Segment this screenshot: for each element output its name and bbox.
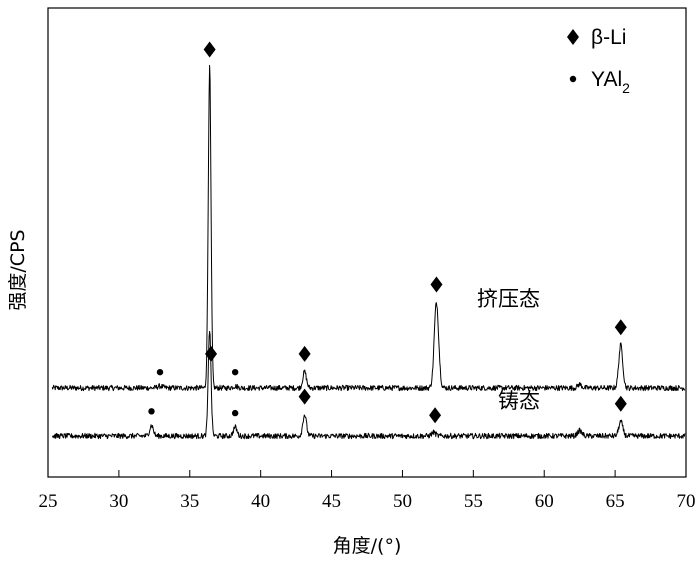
x-tick-label: 30: [109, 491, 128, 512]
series-label-cast: 铸态: [498, 389, 540, 413]
legend-label: YAl2: [591, 68, 630, 96]
yal2-marker: [231, 409, 239, 417]
beta-li-marker: [430, 276, 443, 293]
traces: [51, 64, 686, 440]
x-tick-label: 45: [322, 491, 341, 512]
yal2-marker: [156, 368, 164, 376]
x-tick-label: 70: [677, 491, 696, 512]
series-label-extruded: 挤压态: [477, 287, 540, 311]
series-trace-0: [51, 64, 686, 392]
x-tick-label: 50: [393, 491, 412, 512]
beta-li-marker: [614, 319, 627, 336]
beta-li-marker: [429, 407, 442, 424]
x-tick-label: 55: [464, 491, 483, 512]
beta-li-marker: [298, 388, 311, 405]
peak-markers: [148, 41, 627, 424]
plot-frame: [47, 7, 687, 478]
x-tick-label: 35: [180, 491, 199, 512]
y-axis-label: 强度/CPS: [7, 229, 29, 310]
legend-dot-marker: [569, 75, 577, 83]
beta-li-marker: [203, 41, 216, 58]
yal2-marker: [148, 408, 155, 415]
beta-li-marker: [614, 395, 627, 412]
x-tick-label: 40: [251, 491, 270, 512]
x-axis-label: 角度/(°): [333, 535, 402, 557]
x-tick-label: 65: [606, 491, 625, 512]
beta-li-marker: [205, 345, 218, 362]
x-tick-label: 25: [39, 491, 58, 512]
yal2-marker: [231, 368, 239, 376]
series-trace-1: [51, 330, 686, 440]
legend-label: β-Li: [591, 26, 626, 49]
x-tick-label: 60: [535, 491, 554, 512]
x-axis-ticks: 25 30 35 40 45 50 55 60 65 70: [39, 470, 696, 512]
legend: β-Li YAl2: [567, 26, 630, 96]
legend-label-subscript: 2: [622, 80, 630, 96]
beta-li-marker: [298, 345, 311, 362]
legend-diamond-marker: [567, 29, 579, 45]
